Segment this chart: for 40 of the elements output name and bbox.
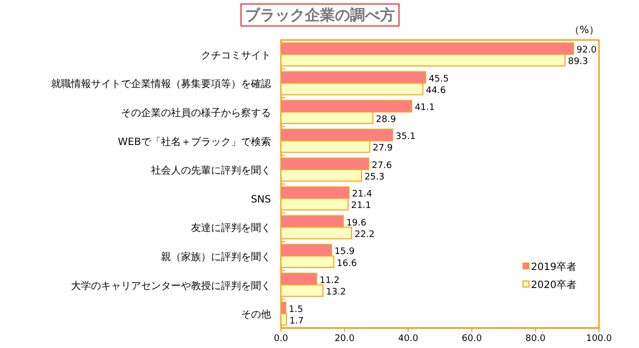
data-label: 13.2 [326,288,346,298]
y-tick-label: 社会人の先輩に評判を聞く [151,164,271,177]
y-tick-label: クチコミサイト [201,50,271,62]
x-tick-label: 60.0 [462,334,482,344]
legend-label: 2020卒者 [531,279,576,291]
data-label: 28.9 [376,114,396,125]
y-tick-label: WEBで「社名＋ブラック」で検索 [118,136,271,148]
data-label: 27.9 [372,144,394,154]
x-tick-label: 80.0 [525,334,546,344]
y-tick-label: その他 [241,308,271,321]
data-label: 92.0 [576,46,597,56]
data-label: 1.7 [289,316,304,326]
data-label: 45.5 [428,74,449,84]
y-tick-label: 友達に評判を聞く [191,222,271,234]
y-tick-label: その企業の社員の様子から察する [121,107,271,119]
legend-label: 2019卒者 [531,261,576,273]
data-label: 27.6 [372,160,392,171]
data-label: 19.6 [346,218,367,228]
x-tick-label: 40.0 [398,334,418,344]
data-label: 21.1 [351,201,372,212]
data-label: 22.2 [354,230,375,240]
data-label: 35.1 [396,132,416,142]
x-tick-label: 20.0 [334,334,355,344]
x-tick-label: 0.0 [274,334,288,344]
data-label: 89.3 [568,57,588,68]
y-tick-label: SNS [250,194,271,206]
y-tick-label: 大学のキャリアセンターや教授に評判を聞く [71,280,271,292]
y-tick-label: 親（家族）に評判を聞く [161,251,271,263]
data-label: 11.2 [320,276,340,286]
data-label: 16.6 [336,258,358,269]
x-tick-label: 100.0 [586,334,612,344]
data-label: 41.1 [414,103,435,114]
data-label: 1.5 [288,304,304,315]
data-label: 44.6 [426,86,446,96]
y-tick-label: 就職情報サイトで企業情報（募集要項等）を確認 [51,78,271,90]
data-label: 15.9 [334,247,355,258]
chart-title: ブラック企業の調べ方 [245,6,395,24]
data-label: 21.4 [352,190,372,200]
data-label: 25.3 [364,172,384,182]
text: （%） [569,25,599,36]
